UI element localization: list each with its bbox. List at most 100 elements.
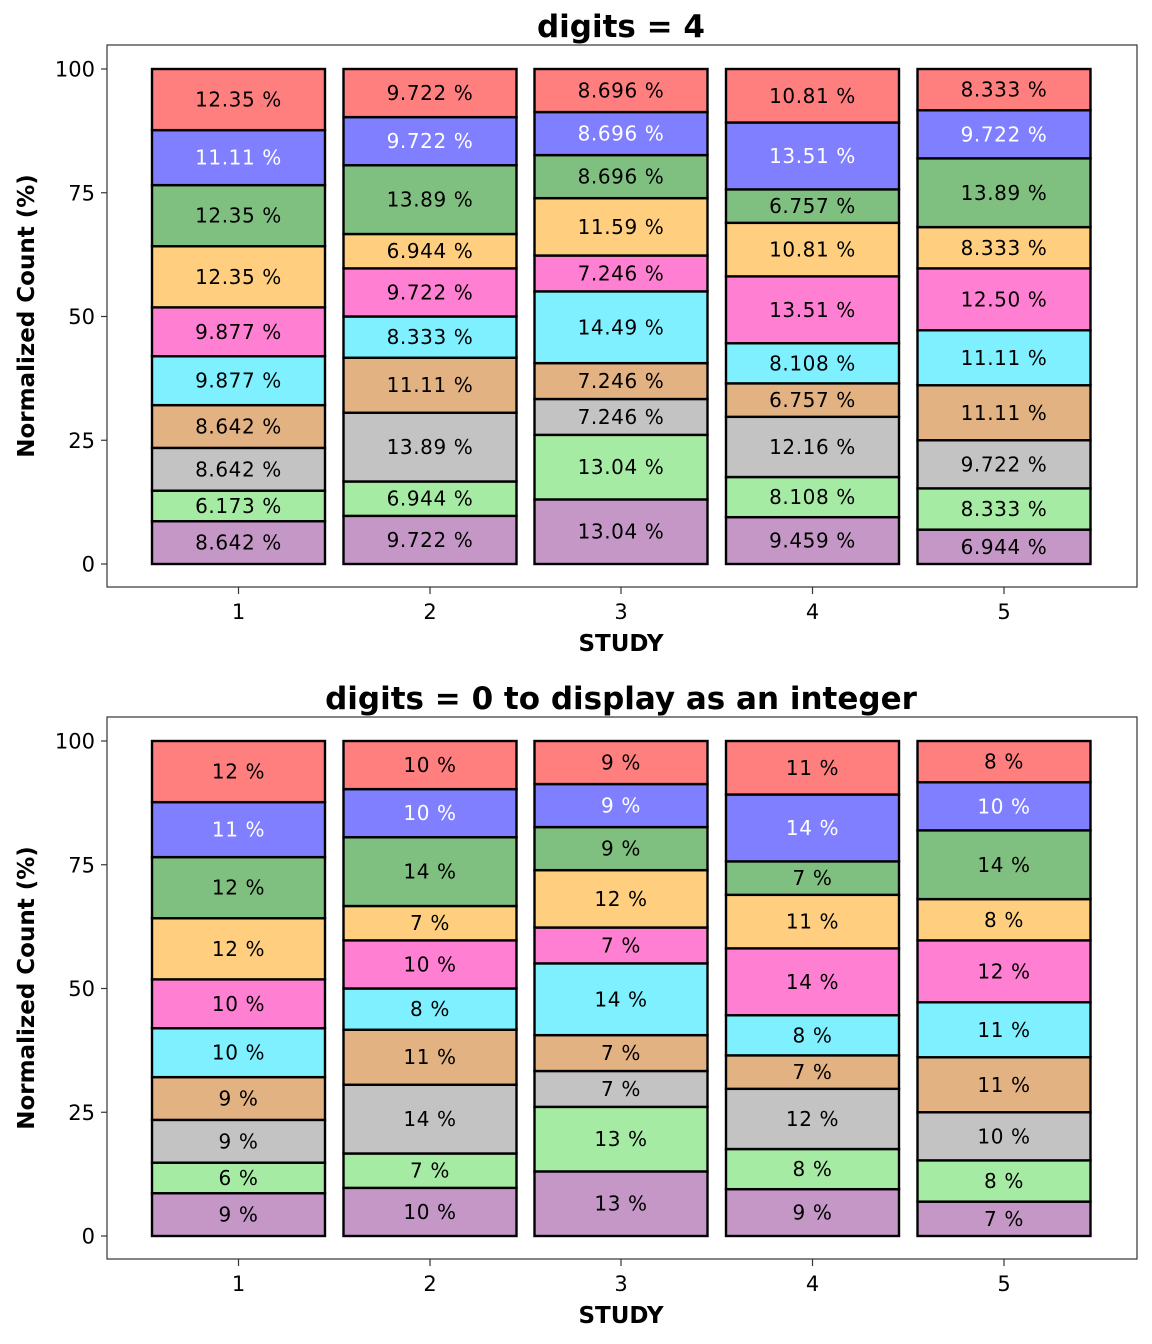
bar-segment: [342, 787, 518, 839]
bar-segment: [342, 739, 518, 791]
data-label: 14 %: [403, 860, 456, 884]
data-label: 6.757 %: [769, 194, 856, 218]
data-label: 11 %: [977, 1073, 1030, 1097]
bar-segment: [916, 1001, 1092, 1059]
data-label: 7.246 %: [578, 261, 665, 285]
bar-segment: [916, 225, 1092, 270]
y-axis-title-2: Normalized Count (%): [14, 846, 40, 1130]
y-tick-label: 0: [82, 1225, 95, 1249]
data-label: 7 %: [410, 911, 450, 935]
data-label: 12 %: [786, 1107, 839, 1131]
data-label: 9.722 %: [961, 122, 1048, 146]
bar-segment: [533, 290, 709, 365]
chart-title-2: digits = 0 to display as an integer: [325, 681, 917, 717]
data-label: 6.173 %: [195, 494, 282, 518]
x-tick-label: 2: [423, 1272, 436, 1296]
bar-segment: [533, 1170, 709, 1238]
data-label: 9.722 %: [387, 528, 474, 552]
y-tick-label: 100: [55, 730, 95, 754]
x-tick-label: 1: [232, 1272, 245, 1296]
y-tick-label: 50: [68, 305, 95, 329]
data-label: 8.333 %: [961, 497, 1048, 521]
bar-segment: [150, 739, 327, 804]
data-label: 13 %: [594, 1127, 647, 1151]
data-label: 12 %: [977, 959, 1030, 983]
bar-segment: [916, 1200, 1092, 1238]
x-tick-label: 4: [806, 600, 819, 624]
x-axis-1: 1 2 3 4 5: [232, 587, 1011, 624]
bar-segment: [724, 382, 901, 419]
bar-segment: [724, 221, 901, 278]
data-label: 11.11 %: [961, 401, 1048, 425]
data-label: 8.696 %: [578, 79, 665, 103]
data-label: 11 %: [977, 1018, 1030, 1042]
data-label: 9 %: [219, 1203, 259, 1227]
data-label: 10 %: [212, 992, 265, 1016]
data-label: 9.877 %: [195, 320, 282, 344]
data-label: 6 %: [219, 1166, 259, 1190]
data-label: 7 %: [410, 1159, 450, 1183]
bar-segment: [342, 315, 518, 359]
data-label: 7 %: [601, 933, 641, 957]
bars-2: 9 % 6 % 9 % 9 % 10 % 10 % 12 % 12 % 11 % 12 % 10 %…: [150, 739, 1092, 1238]
x-tick-label: 5: [997, 1272, 1010, 1296]
data-label: 10 %: [403, 753, 456, 777]
data-label: 9.722 %: [387, 129, 474, 153]
data-label: 9.877 %: [195, 369, 282, 393]
data-label: 7 %: [793, 1060, 833, 1084]
data-label: 11 %: [212, 818, 265, 842]
data-label: 13.04 %: [578, 520, 665, 544]
data-label: 8 %: [984, 750, 1024, 774]
data-label: 10 %: [977, 1124, 1030, 1148]
bar-segment: [533, 397, 709, 437]
data-label: 8.333 %: [961, 78, 1048, 102]
data-label: 13.89 %: [387, 188, 474, 212]
data-label: 12.35 %: [195, 88, 282, 112]
data-label: 10 %: [403, 952, 456, 976]
data-label: 8 %: [984, 1169, 1024, 1193]
bar-segment: [342, 1028, 518, 1086]
data-label: 6.757 %: [769, 388, 856, 412]
bar-segment: [533, 153, 709, 200]
bar-segment: [916, 267, 1092, 332]
y-tick-label: 50: [68, 977, 95, 1001]
data-label: 14.49 %: [578, 315, 665, 339]
data-label: 10 %: [212, 1041, 265, 1065]
data-label: 10 %: [403, 1200, 456, 1224]
y-axis-1: 0 25 50 75 100: [55, 58, 107, 577]
bar-segment: [916, 939, 1092, 1004]
bar-segment: [724, 793, 901, 863]
bar-segment: [724, 415, 901, 479]
data-label: 11.59 %: [578, 215, 665, 239]
bar-segment: [533, 739, 709, 786]
bar-segment: [916, 897, 1092, 942]
bar-segment: [150, 245, 327, 309]
bar-segment: [150, 520, 327, 566]
bar-segment: [533, 926, 709, 965]
bar-segment: [724, 1187, 901, 1238]
data-label: 10.81 %: [769, 238, 856, 262]
data-label: 7.246 %: [578, 369, 665, 393]
data-label: 13.51 %: [769, 298, 856, 322]
bar-segment: [724, 515, 901, 566]
y-axis-title-1: Normalized Count (%): [14, 174, 40, 458]
data-label: 11 %: [403, 1045, 456, 1069]
bar-segment: [916, 781, 1092, 832]
data-label: 8.696 %: [578, 165, 665, 189]
data-label: 12 %: [212, 937, 265, 961]
data-label: 11 %: [786, 756, 839, 780]
x-axis-title-1: STUDY: [578, 631, 663, 657]
bar-segment: [533, 1105, 709, 1173]
bar-segment: [342, 232, 518, 270]
y-tick-label: 25: [68, 1101, 95, 1125]
data-label: 14 %: [786, 970, 839, 994]
bar-segment: [342, 267, 518, 318]
bar-segment: [533, 67, 709, 114]
data-label: 14 %: [594, 987, 647, 1011]
data-label: 9.722 %: [387, 81, 474, 105]
bar-segment: [916, 528, 1092, 566]
bar-segment: [533, 361, 709, 401]
bar-segment: [724, 739, 901, 796]
bar-segment: [533, 196, 709, 257]
